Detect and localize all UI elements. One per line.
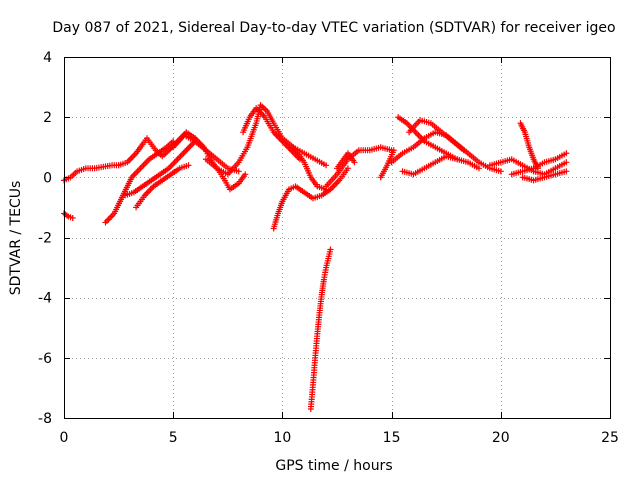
series-arc-6 [133,162,192,211]
data-point [563,168,570,175]
y-tick-label: -2 [38,231,52,247]
series-arc-12 [290,144,330,193]
data-point [390,147,397,154]
series-arc-14 [323,144,395,190]
ticks [64,57,611,419]
y-tick-label: 2 [43,110,52,126]
x-tick-label: 10 [273,430,291,446]
series-arc-5 [122,138,199,199]
x-axis-label: GPS time / hours [275,458,392,474]
series-arc-24 [519,168,570,184]
series-arc-16 [377,147,397,181]
series-arc-20 [399,153,461,178]
y-axis-label: SDTVAR / TECUs [8,181,24,296]
series-arc-17 [395,114,482,172]
x-tick-label: 0 [60,430,69,446]
data-point [69,214,76,221]
series-arc-1 [61,162,122,184]
y-tick-label: -8 [38,411,52,427]
data-point [242,171,249,178]
y-tick-label: -4 [38,291,52,307]
y-tick-labels: -8 -6 -4 -2 0 2 4 [38,50,52,427]
series-arc-13 [307,246,334,412]
data-point [460,147,467,154]
x-tick-label: 20 [492,430,510,446]
y-tick-label: -6 [38,351,52,367]
chart-title: Day 087 of 2021, Sidereal Day-to-day VTE… [52,20,615,36]
x-tick-label: 5 [169,430,178,446]
series-arc-11 [270,165,351,232]
data-point [235,168,242,175]
data-series [61,102,570,412]
data-point [344,165,351,172]
x-tick-labels: 0 5 10 15 20 25 [60,430,619,446]
data-point [475,165,482,172]
series-arc-4 [102,138,177,226]
y-tick-label: 4 [43,50,52,66]
data-point [351,159,358,166]
series-arc-2 [61,210,76,221]
series-arc-22 [517,120,541,172]
data-point [454,156,461,163]
x-tick-label: 25 [601,430,619,446]
series-arc-19 [406,117,467,154]
data-point [170,138,177,145]
data-point [327,246,334,253]
series-arc-21 [486,156,570,178]
x-tick-label: 15 [383,430,401,446]
data-point [563,159,570,166]
series-arc-15 [334,150,358,172]
data-point [323,162,330,169]
data-point [497,168,504,175]
data-point [185,162,192,169]
series-arc-23 [508,150,570,178]
grid [64,57,610,418]
y-tick-label: 0 [43,170,52,186]
data-point [563,150,570,157]
